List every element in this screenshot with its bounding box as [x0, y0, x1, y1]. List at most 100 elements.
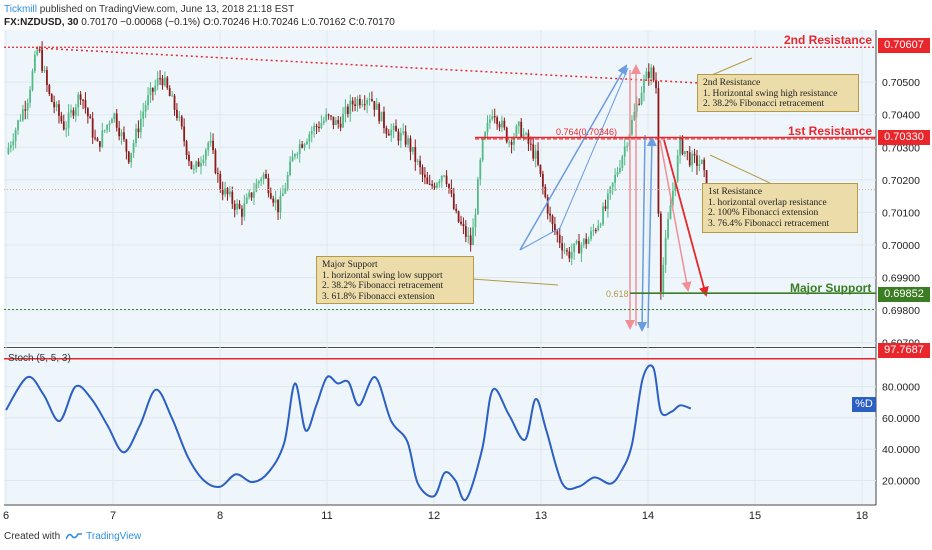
- candle-body: [392, 125, 395, 131]
- candle-body: [245, 197, 248, 204]
- tradingview-link[interactable]: TradingView: [86, 531, 142, 542]
- candle-body: [125, 139, 128, 152]
- candle-body: [74, 107, 77, 116]
- candle-body: [200, 163, 202, 167]
- candle-body: [522, 133, 525, 137]
- candle-body: [669, 205, 672, 220]
- candle-body: [462, 223, 465, 227]
- candle-body: [614, 174, 616, 183]
- candle-body: [573, 243, 576, 253]
- candle-body: [474, 214, 477, 228]
- candle-body: [67, 112, 70, 129]
- candle-body: [320, 123, 323, 129]
- symbol-name[interactable]: FX:NZDUSD, 30: [4, 17, 79, 28]
- publisher-link[interactable]: Tickmill: [4, 4, 37, 15]
- candle-body: [106, 124, 109, 131]
- candle-body: [604, 206, 607, 209]
- candle-body: [693, 153, 696, 156]
- candle-body: [36, 49, 39, 55]
- candle-body: [517, 121, 520, 127]
- candle-body: [647, 71, 650, 78]
- candle-body: [161, 78, 164, 86]
- candle-body: [351, 100, 354, 105]
- candle-body: [82, 99, 84, 101]
- candle-body: [359, 98, 361, 106]
- candle-body: [460, 221, 462, 224]
- candle-body: [496, 117, 499, 125]
- candle-body: [46, 69, 48, 86]
- candle-body: [640, 92, 643, 105]
- candle-body: [221, 189, 224, 195]
- candle-body: [484, 132, 486, 140]
- candle-body: [676, 155, 679, 182]
- candle-body: [43, 69, 46, 71]
- candle-body: [691, 153, 694, 166]
- candle-body: [156, 78, 159, 86]
- candle-body: [168, 88, 171, 97]
- candle-body: [503, 120, 506, 128]
- candle-body: [53, 101, 56, 108]
- candle-body: [224, 188, 226, 195]
- candle-body: [173, 95, 176, 110]
- candle-body: [378, 103, 381, 122]
- candle-body: [671, 190, 674, 206]
- candle-body: [366, 99, 369, 105]
- candle-body: [616, 172, 619, 175]
- x-tick-label: 14: [642, 510, 654, 522]
- candle-body: [103, 130, 106, 132]
- candle-body: [554, 224, 556, 232]
- candle-body: [19, 120, 22, 122]
- price-tick-label: 0.70100: [882, 207, 920, 219]
- callout-pointer-support: [471, 278, 559, 286]
- candle-body: [286, 175, 289, 189]
- candle-body: [448, 184, 450, 189]
- stoch-tick-label: 20.0000: [882, 476, 920, 488]
- candle-body: [159, 78, 161, 80]
- candle-body: [371, 99, 373, 102]
- fib-blue-down-arrow: [637, 134, 648, 332]
- candle-body: [455, 208, 458, 212]
- candle-body: [373, 101, 376, 110]
- candle-body: [450, 188, 453, 194]
- candle-body: [383, 111, 385, 128]
- projection-arrow: [663, 139, 709, 297]
- candle-body: [9, 145, 12, 148]
- resistance2-label: 2nd Resistance: [784, 33, 873, 47]
- candle-body: [279, 196, 282, 213]
- candle-body: [281, 193, 284, 197]
- resistance2-note: 2nd Resistance 1. Horizontal swing high …: [697, 74, 859, 112]
- candle-body: [652, 67, 655, 81]
- candle-body: [58, 104, 60, 116]
- candle-body: [556, 231, 559, 235]
- candlestick-series: [7, 41, 708, 300]
- candle-body: [21, 109, 24, 121]
- candle-body: [520, 121, 523, 137]
- candle-body: [580, 244, 583, 254]
- candle-body: [529, 143, 532, 145]
- candle-body: [592, 230, 595, 232]
- candle-body: [262, 174, 265, 180]
- publish-text: published on TradingView.com, June 13, 2…: [39, 4, 295, 15]
- candle-body: [344, 106, 347, 114]
- resistance1-note-line: 3. 76.4% Fibonacci retracement: [708, 218, 830, 229]
- candle-body: [202, 159, 205, 164]
- candle-body: [139, 118, 142, 133]
- candle-body: [14, 130, 17, 142]
- candle-body: [291, 156, 294, 162]
- candle-body: [228, 191, 231, 195]
- x-tick-label: 18: [856, 510, 868, 522]
- candle-body: [274, 199, 277, 203]
- ohlc-values: O:0.70246 H:0.70246 L:0.70162 C:0.70170: [203, 17, 395, 28]
- candle-body: [498, 124, 501, 128]
- candle-body: [310, 130, 313, 135]
- price-axis-background: [876, 30, 932, 505]
- candle-body: [486, 122, 489, 133]
- publish-info: Tickmill published on TradingView.com, J…: [4, 4, 294, 15]
- candle-body: [31, 71, 34, 90]
- candle-body: [452, 193, 455, 209]
- candle-body: [241, 208, 243, 217]
- candle-body: [433, 185, 436, 188]
- candle-body: [681, 137, 684, 154]
- candle-body: [602, 206, 604, 225]
- candle-body: [443, 175, 446, 177]
